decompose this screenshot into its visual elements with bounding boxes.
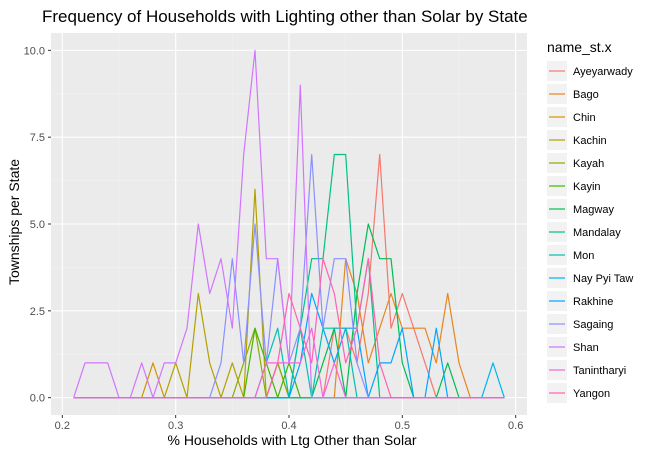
series-line-shan	[73, 49, 505, 399]
legend-entry: Rakhine	[547, 291, 613, 311]
series-lines	[73, 49, 505, 399]
y-axis: 0.0 2.5 5.0 7.5 10.0	[24, 45, 51, 405]
y-tick-label: 5.0	[30, 219, 45, 231]
series-line-yangon	[73, 258, 505, 399]
legend-entry: Bago	[547, 84, 599, 104]
x-tick-label: 0.6	[508, 420, 523, 432]
legend-label: Rakhine	[573, 296, 613, 308]
legend-entry: Yangon	[547, 383, 610, 403]
legend-label: Sagaing	[573, 319, 613, 331]
series-line-tanintharyi	[73, 327, 505, 399]
legend-label: Nay Pyi Taw	[573, 273, 633, 285]
y-axis-title: Townships per State	[6, 159, 22, 285]
legend-entry: Mandalay	[547, 222, 621, 242]
legend-label: Magway	[573, 204, 614, 216]
legend-label: Chin	[573, 112, 596, 124]
chart-title: Frequency of Households with Lighting ot…	[42, 7, 528, 26]
legend-entry: Tanintharyi	[547, 360, 626, 380]
legend-entry: Kachin	[547, 130, 607, 150]
legend-entry: Kayin	[547, 176, 601, 196]
y-tick-label: 7.5	[30, 132, 45, 144]
legend-entry: Ayeyarwady	[547, 61, 633, 81]
legend-entry: Mon	[547, 245, 594, 265]
legend-label: Tanintharyi	[573, 365, 626, 377]
legend-entry: Shan	[547, 337, 599, 357]
legend-label: Kayah	[573, 158, 604, 170]
legend: name_st.x Ayeyarwady Bago Chin Kachin Kayah K…	[547, 39, 633, 403]
x-tick-label: 0.2	[55, 420, 70, 432]
legend-label: Ayeyarwady	[573, 66, 633, 78]
legend-label: Yangon	[573, 388, 610, 400]
legend-entry: Chin	[547, 107, 596, 127]
y-tick-label: 10.0	[24, 45, 45, 57]
x-tick-label: 0.3	[168, 420, 183, 432]
legend-entry: Kayah	[547, 153, 604, 173]
legend-title: name_st.x	[547, 39, 612, 55]
legend-label: Bago	[573, 89, 599, 101]
legend-label: Kayin	[573, 181, 601, 193]
x-axis-title: % Households with Ltg Other than Solar	[167, 432, 416, 448]
legend-entry: Nay Pyi Taw	[547, 268, 633, 288]
y-tick-label: 0.0	[30, 393, 45, 405]
y-tick-label: 2.5	[30, 306, 45, 318]
x-axis: 0.2 0.3 0.4 0.5 0.6	[55, 415, 523, 432]
legend-label: Kachin	[573, 135, 607, 147]
legend-label: Mon	[573, 250, 594, 262]
legend-label: Mandalay	[573, 227, 621, 239]
legend-label: Shan	[573, 342, 599, 354]
legend-entry: Sagaing	[547, 314, 613, 334]
x-tick-label: 0.5	[395, 420, 410, 432]
legend-entry: Magway	[547, 199, 614, 219]
x-tick-label: 0.4	[281, 420, 296, 432]
